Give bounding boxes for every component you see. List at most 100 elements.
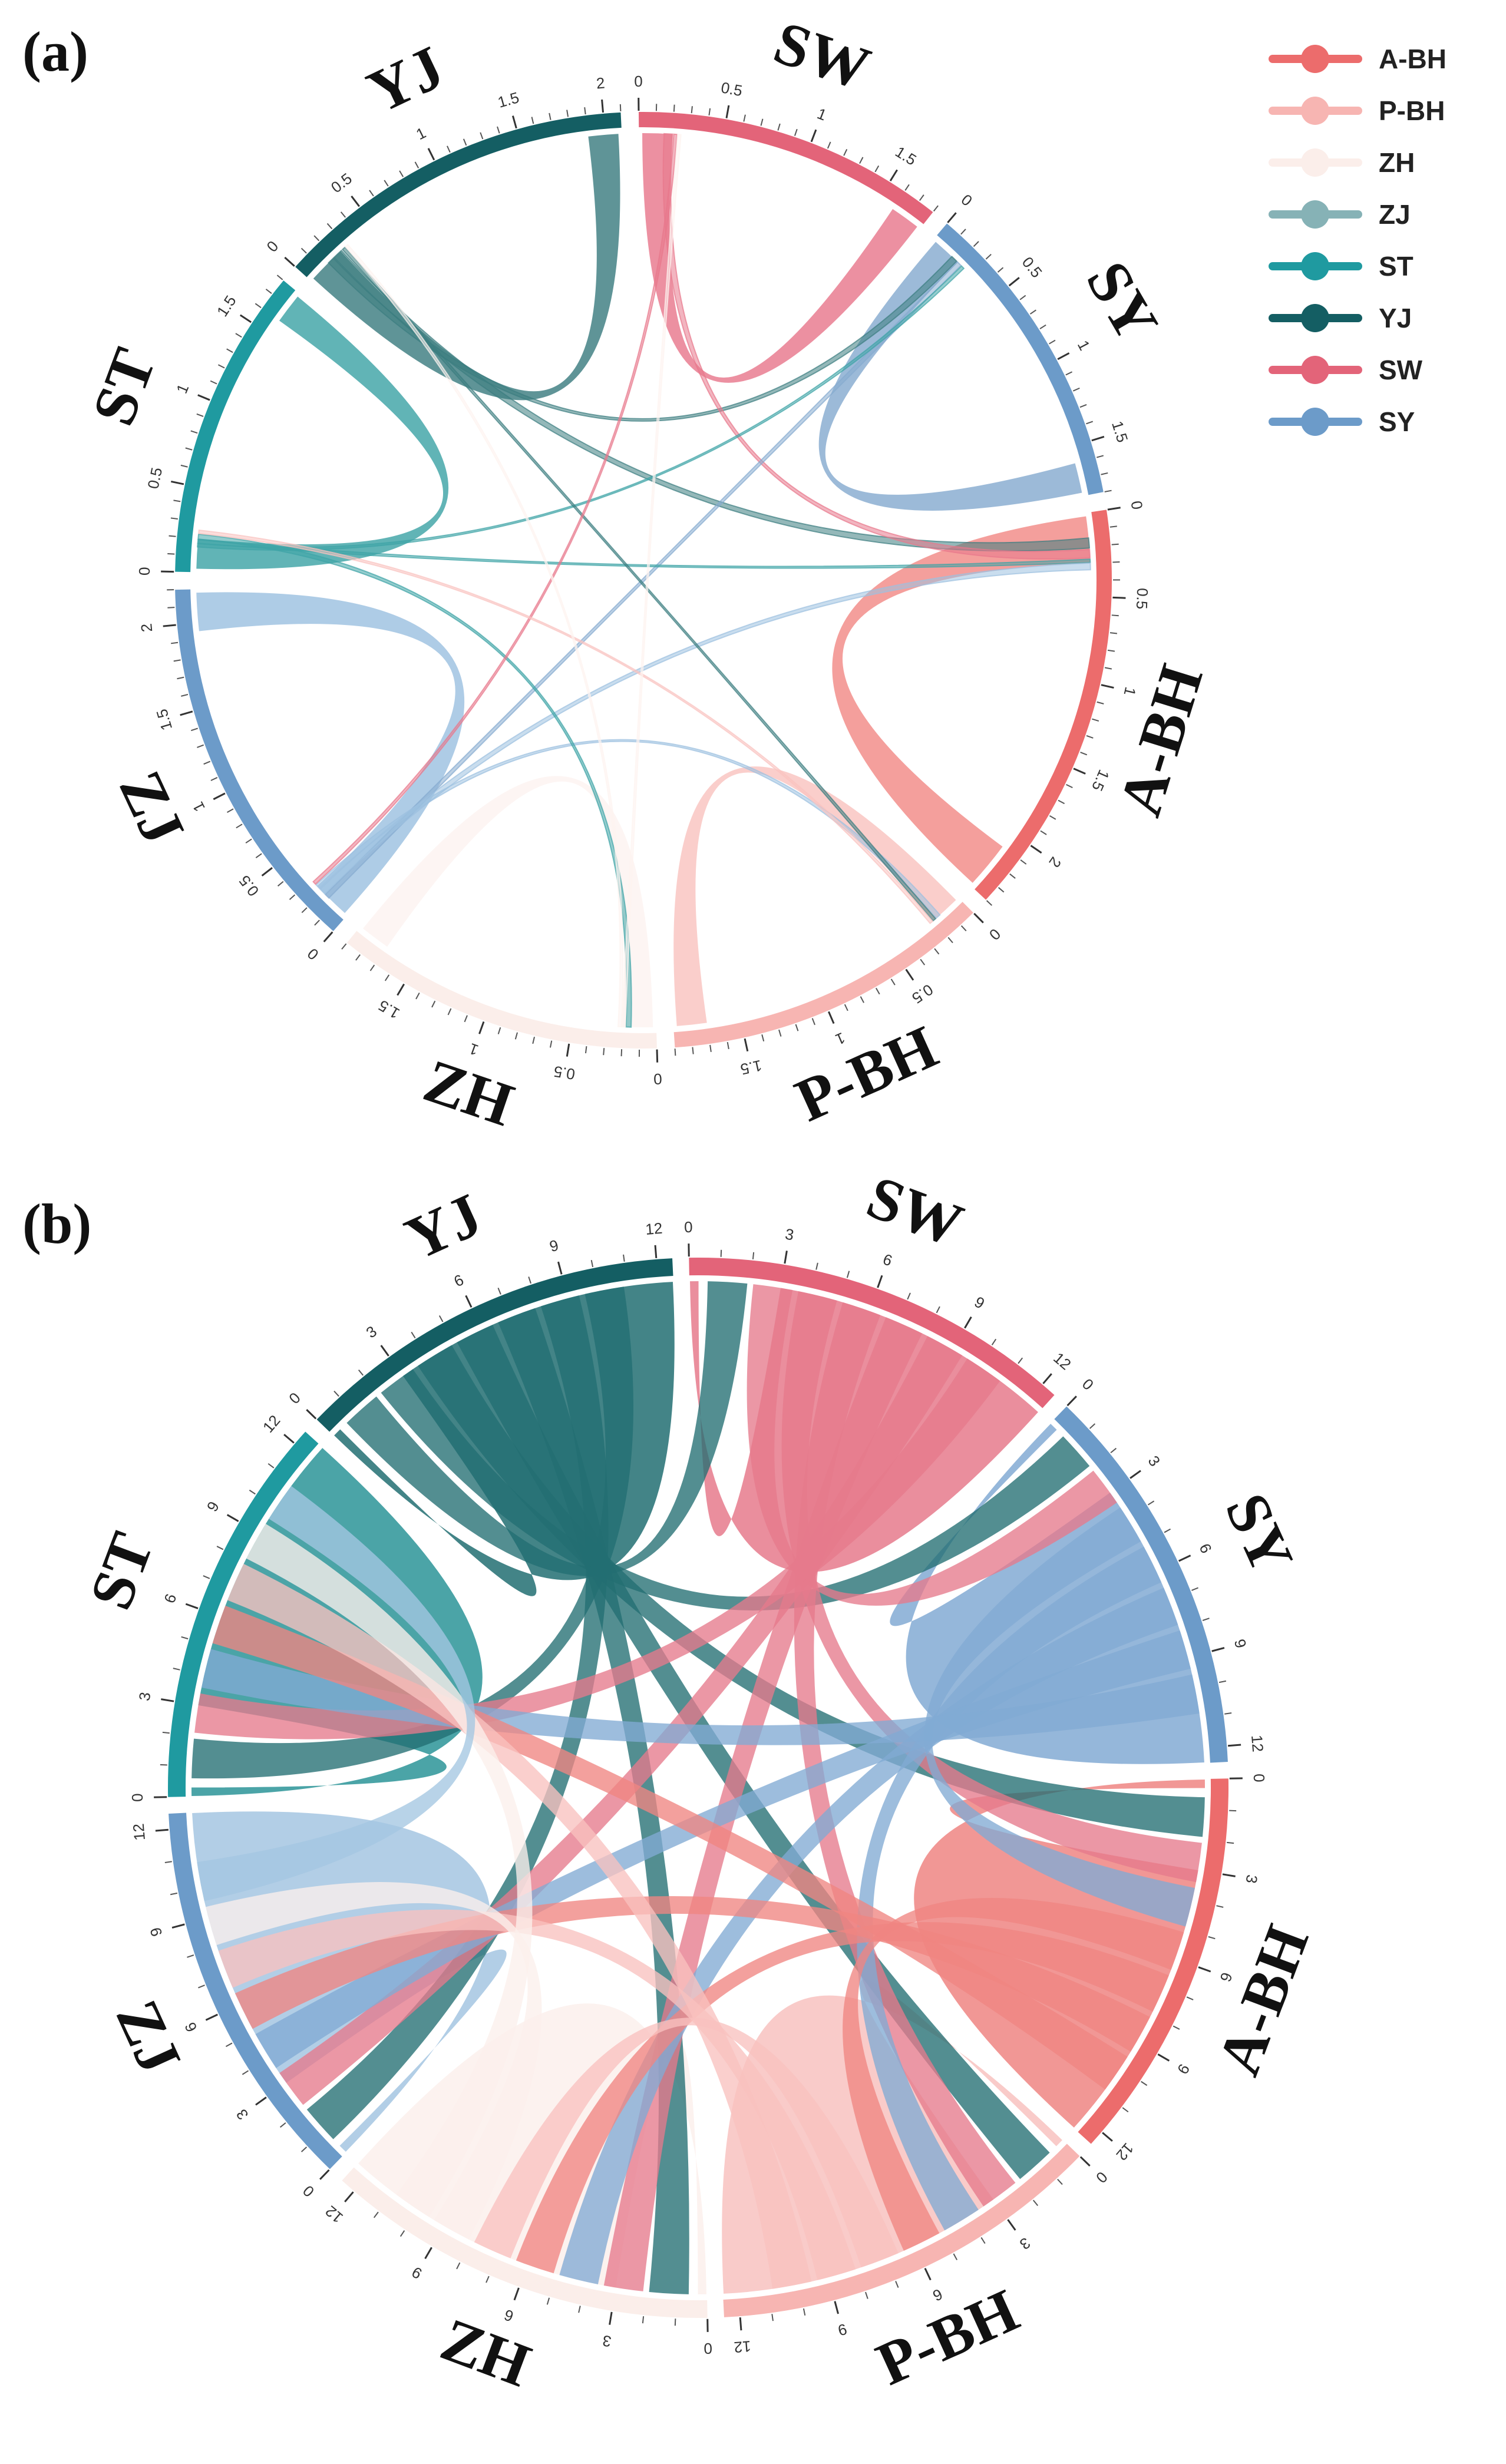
major-tick — [397, 983, 405, 996]
minor-tick — [210, 777, 218, 781]
minor-tick — [340, 211, 346, 218]
minor-tick — [674, 1049, 676, 1056]
minor-tick — [497, 1288, 501, 1295]
link-ribbon-sy-zj — [324, 261, 962, 899]
link-ribbon-sw-st — [194, 1358, 1000, 1739]
major-tick — [185, 1603, 199, 1609]
minor-tick — [497, 1027, 501, 1034]
link-ribbon-zj-a-bh — [319, 562, 1091, 895]
panel-label-a: (a) — [22, 20, 88, 83]
legend-item-p-bh: P-BH — [1269, 95, 1445, 126]
minor-tick — [1147, 1500, 1155, 1506]
legend-marker-yj — [1301, 304, 1329, 332]
minor-tick — [1111, 614, 1119, 617]
minor-tick — [1049, 815, 1056, 820]
minor-tick — [1202, 1618, 1210, 1621]
legend-item-st: ST — [1269, 251, 1413, 282]
legend-label-sy: SY — [1379, 406, 1415, 437]
minor-tick — [778, 1029, 782, 1037]
minor-tick — [1040, 830, 1047, 835]
minor-tick — [384, 180, 389, 187]
panel-label-b: (b) — [22, 1192, 91, 1255]
self-ribbon-zj — [196, 592, 465, 914]
minor-tick — [456, 2262, 461, 2270]
major-tick — [964, 1316, 972, 1329]
minor-tick — [1224, 1712, 1232, 1715]
self-ribbon-p-bh — [673, 766, 956, 1026]
minor-tick — [980, 2237, 986, 2244]
link-ribbon-zj-p-bh — [315, 739, 941, 920]
minor-tick — [692, 1047, 694, 1054]
tick-label: 0.5 — [719, 78, 744, 100]
minor-tick — [566, 110, 569, 117]
minor-tick — [326, 223, 333, 230]
major-tick — [344, 2191, 354, 2202]
major-tick — [1157, 2053, 1170, 2062]
minor-tick — [709, 1044, 712, 1052]
minor-tick — [752, 1252, 755, 1259]
major-tick — [513, 2287, 520, 2301]
link-ribbon-p-bh-st — [198, 529, 934, 924]
minor-tick — [1057, 2178, 1063, 2185]
minor-tick — [1164, 1528, 1171, 1533]
minor-tick — [411, 1331, 416, 1339]
major-tick — [478, 1021, 485, 1034]
minor-tick — [301, 907, 308, 914]
link-ribbon-st-a-bh — [197, 539, 1091, 569]
major-tick — [877, 1275, 883, 1288]
minor-tick — [1104, 667, 1112, 670]
minor-tick — [761, 1034, 765, 1042]
minor-tick — [904, 184, 910, 191]
minor-tick — [355, 954, 361, 961]
minor-tick — [549, 113, 551, 120]
sector-arc-zh — [346, 931, 657, 1049]
minor-tick — [846, 1271, 850, 1278]
major-tick — [1042, 1373, 1052, 1384]
major-tick — [784, 1251, 788, 1264]
minor-tick — [279, 2122, 286, 2128]
legend-item-sy: SY — [1269, 406, 1415, 437]
minor-tick — [265, 289, 272, 294]
sector-zh: 00.511.5ZH — [341, 931, 662, 1139]
minor-tick — [1092, 718, 1099, 722]
major-tick — [323, 931, 333, 942]
major-tick — [1211, 1647, 1225, 1652]
minor-tick — [514, 1032, 518, 1040]
minor-tick — [1039, 324, 1046, 329]
major-tick — [226, 1514, 239, 1522]
link-ribbon-sy-a-bh — [924, 1507, 1195, 1927]
minor-tick — [173, 1668, 180, 1671]
link-ribbon-sw-zj — [312, 133, 678, 885]
minor-tick — [1173, 2025, 1180, 2030]
legend-marker-sw — [1301, 356, 1329, 384]
major-tick — [1178, 1555, 1191, 1562]
minor-tick — [289, 894, 296, 900]
minor-tick — [815, 1262, 818, 1270]
tick-label: 0 — [136, 567, 153, 576]
minor-tick — [236, 823, 243, 829]
legend-marker-a-bh — [1301, 45, 1329, 73]
major-tick — [1102, 2132, 1113, 2142]
tick-label: 0 — [704, 2340, 712, 2357]
legend-marker-zj — [1301, 200, 1329, 229]
minor-tick — [447, 1008, 452, 1016]
minor-tick — [578, 2306, 581, 2313]
legend-item-zh: ZH — [1269, 147, 1415, 178]
major-tick — [171, 1923, 185, 1929]
minor-tick — [708, 108, 711, 115]
major-tick — [1007, 2219, 1016, 2231]
minor-tick — [933, 205, 939, 212]
minor-tick — [549, 1040, 553, 1048]
minor-tick — [1097, 701, 1104, 705]
tick-label: 2 — [596, 74, 606, 92]
minor-tick — [313, 235, 320, 242]
major-tick — [197, 394, 210, 401]
major-tick — [1091, 435, 1105, 442]
major-tick — [1073, 768, 1086, 775]
ribbon-layer — [191, 1281, 1206, 2294]
major-tick — [834, 2301, 839, 2314]
legend-marker-st — [1301, 252, 1329, 280]
major-tick — [654, 1245, 658, 1258]
minor-tick — [1109, 525, 1117, 528]
